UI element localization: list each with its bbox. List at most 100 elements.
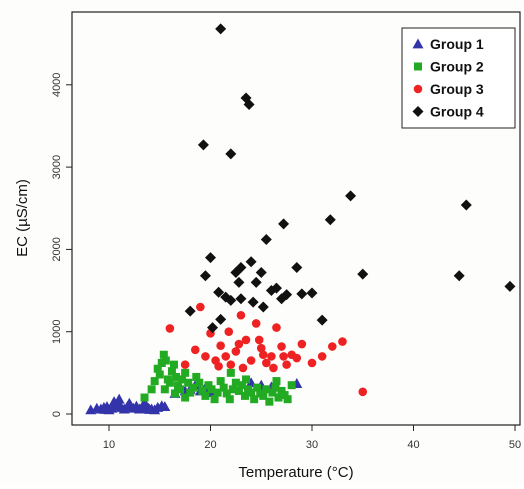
data-point-group-3	[258, 350, 268, 360]
data-point-group-3	[165, 324, 175, 333]
data-point-group-2	[150, 377, 159, 386]
data-point-group-2	[167, 367, 176, 376]
y-axis-label: EC (µS/cm)	[14, 179, 31, 257]
data-point-group-3	[196, 302, 205, 312]
data-point-group-4	[460, 199, 472, 211]
data-point-group-3	[267, 352, 276, 361]
data-point-group-4	[184, 305, 196, 317]
data-point-group-2	[201, 391, 210, 400]
data-point-group-1	[139, 396, 151, 407]
data-point-group-3	[214, 361, 223, 371]
data-point-group-2	[161, 356, 170, 365]
y-tick-label: 2000	[51, 237, 63, 261]
data-point-group-4	[205, 252, 216, 264]
data-point-group-4	[207, 322, 219, 334]
data-point-group-2	[210, 395, 219, 404]
data-point-group-1	[123, 397, 135, 408]
data-point-group-4	[345, 190, 357, 202]
data-point-group-2	[274, 393, 283, 402]
data-point-group-3	[226, 360, 236, 369]
data-point-group-2	[262, 385, 271, 394]
data-point-group-2	[253, 383, 262, 392]
data-point-group-4	[243, 99, 255, 111]
data-point-group-4	[230, 266, 242, 278]
data-point-group-4	[276, 293, 288, 305]
data-point-group-3	[241, 335, 251, 345]
data-point-group-4	[233, 276, 245, 288]
data-point-group-3	[236, 310, 246, 320]
data-point-group-4	[278, 218, 290, 230]
x-tick-label: 20	[204, 439, 216, 451]
data-point-group-4	[215, 313, 227, 325]
data-point-group-2	[280, 391, 289, 400]
data-point-group-3	[201, 352, 210, 361]
data-point-group-2	[219, 383, 228, 392]
data-point-group-2	[213, 388, 222, 397]
data-point-group-3	[216, 341, 225, 350]
data-point-group-2	[225, 395, 234, 404]
legend-label-group-4: Group 4	[430, 104, 484, 120]
data-point-group-3	[282, 360, 291, 369]
data-point-group-4	[225, 148, 237, 160]
x-tick-label: 10	[103, 439, 115, 451]
data-point-group-2	[181, 368, 190, 377]
data-point-group-2	[140, 393, 149, 402]
data-point-group-3	[328, 342, 337, 351]
data-point-group-4	[296, 288, 308, 300]
data-point-group-3	[190, 345, 200, 355]
data-point-group-2	[226, 368, 235, 377]
data-point-group-3	[272, 323, 281, 332]
data-point-group-2	[283, 395, 292, 404]
data-point-group-4	[260, 234, 272, 246]
data-point-group-2	[272, 377, 281, 386]
data-point-group-2	[178, 375, 187, 384]
data-point-group-2	[250, 395, 259, 404]
data-point-group-2	[241, 391, 250, 400]
data-point-group-2	[147, 385, 156, 394]
data-point-group-4	[504, 280, 516, 292]
data-point-group-2	[237, 381, 246, 390]
data-points	[85, 23, 516, 415]
series-group-4	[184, 23, 516, 334]
x-tick-label: 30	[306, 439, 318, 451]
x-tick-label: 50	[509, 439, 521, 451]
data-point-group-2	[277, 386, 286, 395]
data-point-group-3	[238, 363, 248, 373]
axis-ticks: 10 20 30 40 50 0 1000 2000 3000 4000	[51, 73, 521, 451]
data-point-group-1	[159, 401, 171, 411]
data-point-group-3	[277, 342, 286, 351]
data-point-group-4	[245, 256, 257, 268]
data-point-group-3	[279, 352, 288, 361]
data-point-group-3	[307, 358, 317, 368]
data-point-group-1	[99, 403, 111, 414]
data-point-group-1	[108, 396, 120, 407]
data-point-group-4	[250, 276, 262, 288]
data-point-group-2	[155, 370, 164, 379]
data-point-group-2	[287, 381, 296, 390]
data-point-group-4	[197, 139, 209, 151]
data-point-group-2	[207, 385, 216, 394]
legend-marker-group-4	[412, 106, 424, 117]
data-point-group-2	[176, 385, 185, 394]
series-group-3	[165, 302, 368, 397]
plot-frame	[71, 11, 521, 426]
legend-label-group-3: Group 3	[430, 81, 484, 97]
data-point-group-3	[358, 387, 368, 397]
data-point-group-2	[170, 389, 179, 398]
y-tick-label: 0	[51, 411, 63, 417]
legend-label-group-1: Group 1	[430, 36, 484, 52]
data-point-group-3	[338, 337, 347, 346]
data-point-group-2	[259, 391, 268, 400]
data-point-group-4	[215, 23, 227, 35]
data-point-group-2	[192, 372, 201, 381]
data-point-group-2	[169, 360, 178, 369]
data-point-group-2	[186, 388, 195, 397]
data-point-group-3	[246, 356, 256, 365]
data-point-group-4	[257, 301, 269, 313]
data-point-group-4	[255, 266, 267, 278]
data-point-group-2	[265, 397, 274, 406]
data-point-group-4	[199, 270, 211, 282]
data-point-group-3	[269, 363, 278, 373]
data-point-group-2	[181, 393, 190, 402]
